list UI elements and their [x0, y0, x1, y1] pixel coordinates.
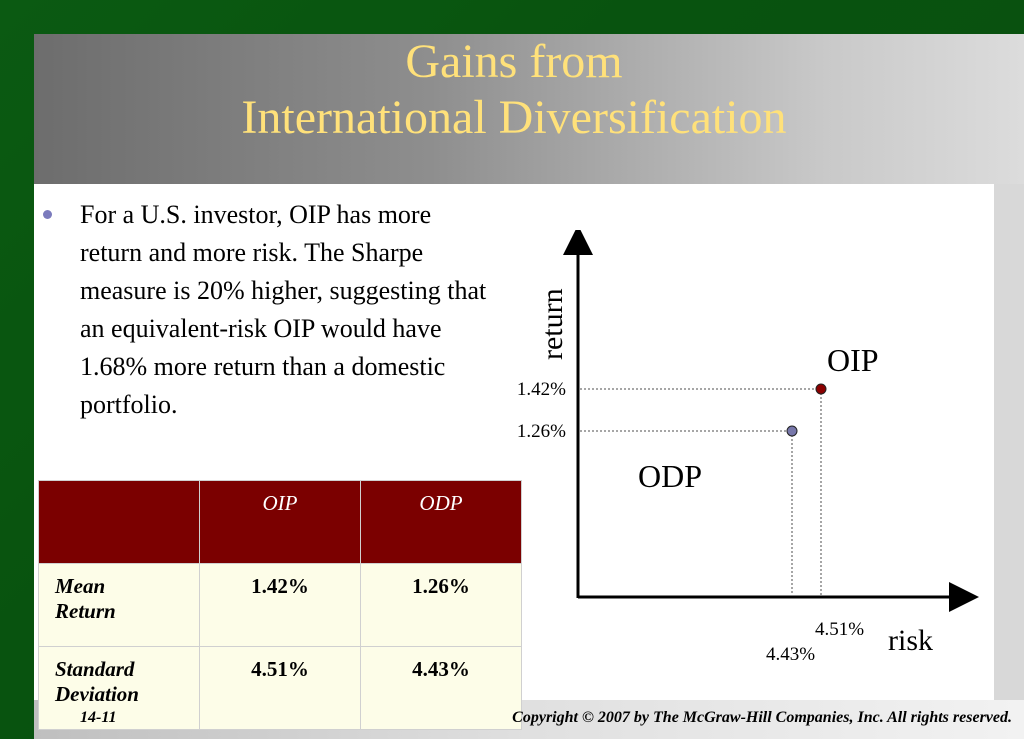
cell-oip-sd: 4.51% — [199, 646, 361, 730]
copyright-notice: Copyright © 2007 by The McGraw-Hill Comp… — [512, 709, 1012, 726]
odp-x-tick-label: 4.43% — [766, 644, 815, 665]
odp-point — [786, 425, 798, 437]
page-number: 14-11 — [80, 709, 117, 726]
oip-point-label: OIP — [827, 342, 879, 378]
table-header-row: OIP ODP — [38, 480, 522, 564]
bullet-icon — [43, 210, 52, 219]
table-header-odp: ODP — [360, 480, 522, 564]
row-label-line1: Standard — [55, 657, 135, 681]
slide-title-line1: Gains from — [405, 35, 623, 88]
chart-marks: 1.42% 1.26% OIP ODP 4.51%4.43% — [517, 342, 879, 665]
cell-odp-sd: 4.43% — [360, 646, 522, 730]
bullet-text: For a U.S. investor, OIP has more return… — [80, 200, 487, 419]
y-axis-label: return — [536, 288, 569, 360]
x-axis-label: risk — [888, 624, 933, 657]
oip-y-tick-label: 1.42% — [517, 379, 566, 400]
row-label: Standard Deviation — [38, 646, 200, 730]
table-row: Standard Deviation 4.51% 4.43% — [38, 646, 522, 730]
comparison-table: OIP ODP Mean Return 1.42% 1.26% Standard… — [38, 480, 522, 730]
row-label: Mean Return — [38, 563, 200, 647]
slide-title: Gains from International Diversification — [34, 34, 994, 146]
oip-point — [815, 383, 827, 395]
row-label-line2: Return — [55, 599, 116, 623]
odp-point-label: ODP — [638, 458, 702, 494]
table-header-blank — [38, 480, 200, 564]
odp-y-tick-label: 1.26% — [517, 421, 566, 442]
row-label-line1: Mean — [55, 574, 106, 598]
cell-oip-mean: 1.42% — [199, 563, 361, 647]
right-strip — [994, 184, 1024, 700]
cell-odp-mean: 1.26% — [360, 563, 522, 647]
row-label-line2: Deviation — [55, 682, 139, 706]
slide-title-line2: International Diversification — [241, 91, 787, 144]
oip-x-tick-label: 4.51% — [815, 619, 864, 640]
risk-return-chart: return risk 1.42% 1.26% OIP ODP 4.51%4.43% — [517, 230, 979, 665]
title-band — [34, 34, 1024, 184]
table-row: Mean Return 1.42% 1.26% — [38, 563, 522, 647]
table-header-oip: OIP — [199, 480, 361, 564]
